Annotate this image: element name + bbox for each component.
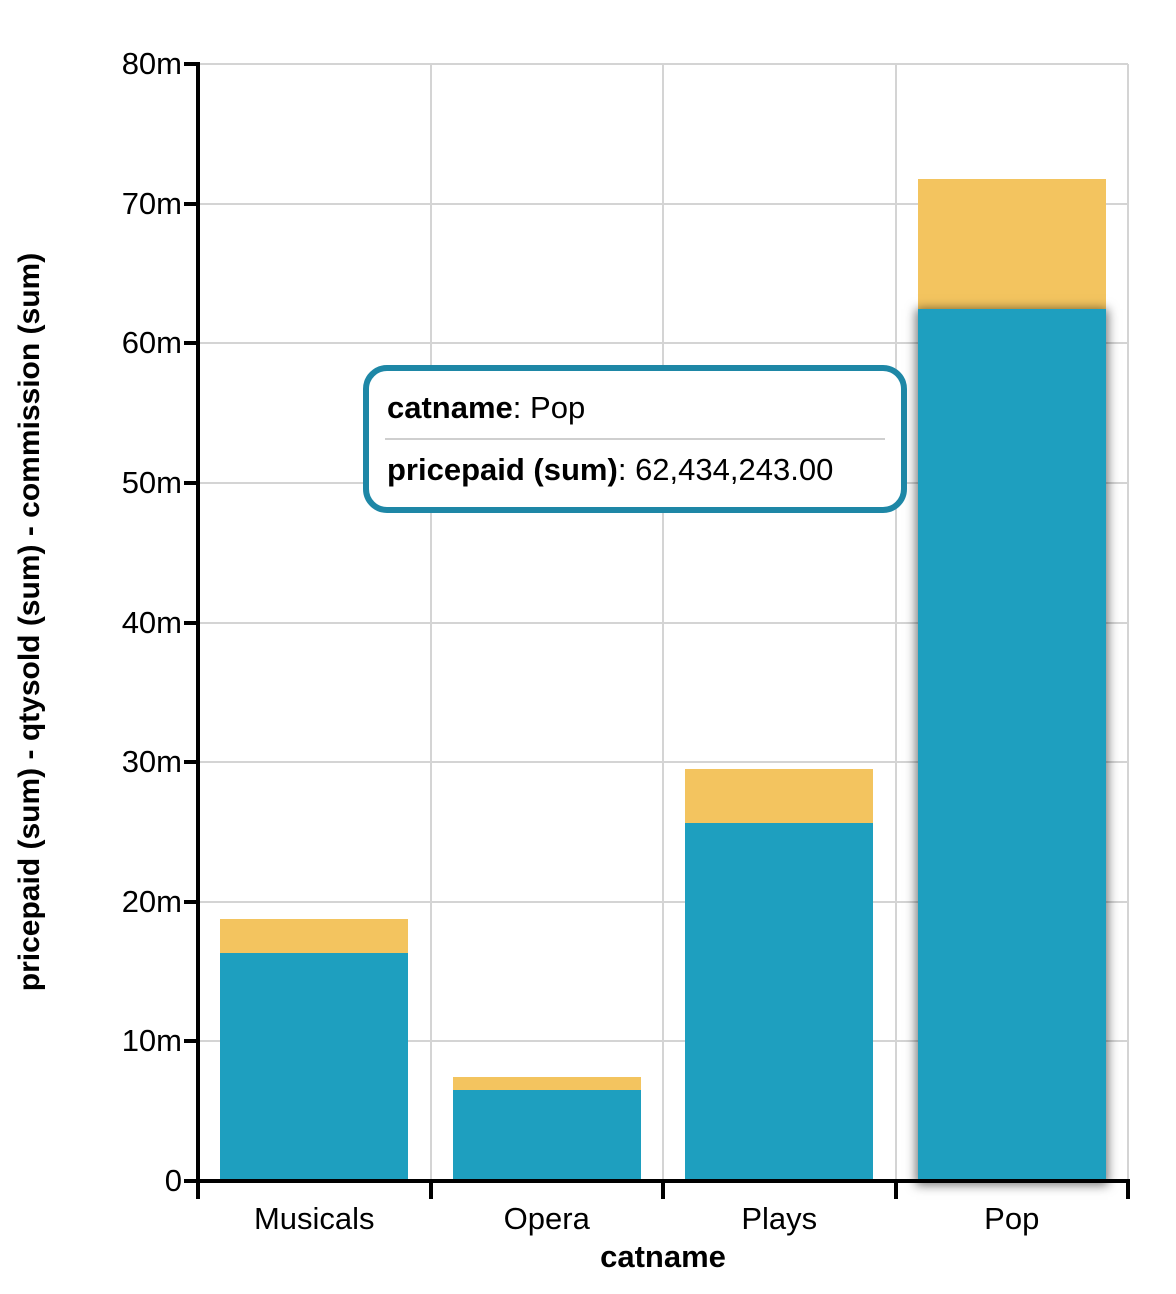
y-axis-title: pricepaid (sum) - qtysold (sum) - commis… xyxy=(13,252,46,992)
y-tick-label: 20m xyxy=(121,883,182,919)
gridline-vertical xyxy=(429,64,432,1181)
tooltip-row-value: Pop xyxy=(530,390,586,425)
y-tick-label: 30m xyxy=(121,744,182,780)
tooltip-separator: : xyxy=(617,452,636,487)
x-tick-mark xyxy=(196,1181,200,1199)
tooltip-row-label: catname xyxy=(387,390,513,425)
y-axis-line xyxy=(196,62,200,1183)
x-tick-mark xyxy=(661,1181,665,1199)
y-tick-mark xyxy=(184,62,198,66)
gridline-vertical xyxy=(1127,64,1129,1181)
y-tick-label: 10m xyxy=(121,1023,182,1059)
bar-segment-commission-sum-plays[interactable] xyxy=(685,769,874,823)
tooltip-separator: : xyxy=(512,390,531,425)
bar-segment-pricepaid-sum-opera[interactable] xyxy=(452,1090,641,1181)
bar-segment-commission-sum-musicals[interactable] xyxy=(220,918,409,953)
x-tick-label-opera: Opera xyxy=(503,1201,590,1236)
y-tick-label: 80m xyxy=(121,46,182,81)
x-tick-mark xyxy=(893,1181,898,1199)
x-tick-label-plays: Plays xyxy=(741,1201,818,1236)
y-tick-label: 0 xyxy=(164,1163,182,1198)
gridline-vertical xyxy=(894,64,897,1181)
bar-segment-pricepaid-sum-pop[interactable] xyxy=(917,309,1106,1181)
y-tick-mark xyxy=(184,1179,198,1183)
y-tick-mark xyxy=(184,760,198,765)
y-tick-label: 70m xyxy=(121,185,182,221)
x-tick-mark xyxy=(428,1181,433,1199)
gridline-vertical xyxy=(662,64,664,1181)
y-tick-mark xyxy=(184,480,198,485)
bar-segment-commission-sum-opera[interactable] xyxy=(452,1076,641,1091)
bar-segment-pricepaid-sum-plays[interactable] xyxy=(685,822,874,1181)
y-tick-mark xyxy=(184,899,198,904)
x-tick-label-pop: Pop xyxy=(984,1201,1040,1236)
bar-segment-pricepaid-sum-musicals[interactable] xyxy=(220,952,409,1181)
y-tick-label: 40m xyxy=(121,604,182,640)
x-tick-label-musicals: Musicals xyxy=(253,1201,375,1236)
tooltip-divider xyxy=(385,438,885,440)
x-axis-title: catname xyxy=(600,1239,726,1274)
tooltip-row: pricepaid (sum): 62,434,243.00 xyxy=(385,445,885,495)
y-tick-mark xyxy=(184,620,198,625)
bar-segment-commission-sum-pop[interactable] xyxy=(917,178,1106,310)
y-tick-mark xyxy=(184,201,198,206)
y-tick-label: 60m xyxy=(121,325,182,361)
tooltip-row: catname: Pop xyxy=(385,383,885,433)
y-tick-label: 50m xyxy=(121,464,182,500)
y-tick-mark xyxy=(184,341,198,346)
y-tick-mark xyxy=(184,1039,198,1044)
x-tick-mark xyxy=(1126,1181,1130,1199)
tooltip-row-label: pricepaid (sum) xyxy=(387,452,618,487)
tooltip: catname: Pop pricepaid (sum): 62,434,243… xyxy=(363,365,907,513)
tooltip-row-value: 62,434,243.00 xyxy=(635,452,834,487)
